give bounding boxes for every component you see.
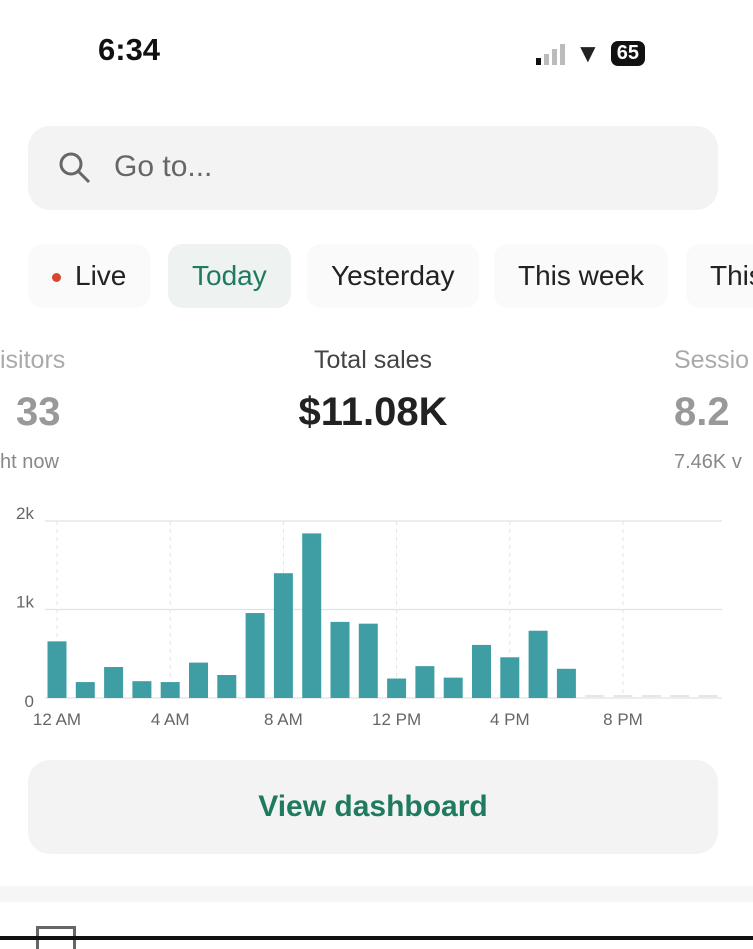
bar bbox=[245, 613, 265, 698]
view-dashboard-button[interactable]: View dashboard bbox=[28, 760, 718, 854]
metric-total-sales-label: Total sales bbox=[313, 346, 433, 374]
tab-live[interactable]: Live bbox=[28, 244, 151, 308]
status-icons: ▼ 65 bbox=[536, 38, 645, 69]
bar bbox=[415, 666, 435, 698]
bar bbox=[670, 695, 690, 697]
search-icon bbox=[59, 152, 91, 184]
y-tick-label: 1k bbox=[16, 593, 34, 612]
tab-today[interactable]: Today bbox=[168, 244, 291, 308]
bar bbox=[160, 682, 180, 698]
metric-visitors-label: isitors bbox=[0, 346, 66, 374]
bar bbox=[217, 674, 237, 698]
search-input[interactable]: Go to... bbox=[28, 126, 718, 210]
metric-total-sales-value[interactable]: $11.08K bbox=[298, 390, 448, 434]
tab-label: Live bbox=[75, 260, 127, 291]
bar bbox=[556, 668, 576, 698]
wifi-icon: ▼ bbox=[575, 38, 601, 68]
tab-yesterday[interactable]: Yesterday bbox=[307, 244, 479, 308]
metric-sessions-sub: 7.46K v bbox=[674, 451, 742, 473]
bar bbox=[387, 678, 407, 698]
metric-visitors-sub: ht now bbox=[0, 451, 59, 473]
bar bbox=[613, 695, 633, 697]
search-placeholder: Go to... bbox=[114, 150, 213, 183]
sales-chart: 0 1k 2k 12 AM 4 AM 8 AM 12 PM 4 PM 8 PM bbox=[16, 504, 722, 729]
live-dot-icon bbox=[52, 273, 61, 283]
y-tick-label: 2k bbox=[16, 504, 34, 523]
bar bbox=[443, 677, 463, 698]
metric-sessions-label: Sessio bbox=[674, 346, 750, 374]
tab-this-month[interactable]: This bbox=[686, 244, 753, 308]
x-tick-label: 4 AM bbox=[151, 710, 190, 729]
tab-this-week[interactable]: This week bbox=[494, 244, 669, 308]
bar bbox=[641, 695, 661, 697]
bar bbox=[585, 695, 605, 697]
y-tick-label: 0 bbox=[25, 692, 34, 711]
bar bbox=[273, 573, 293, 698]
bar bbox=[528, 630, 548, 698]
x-tick-label: 12 AM bbox=[33, 710, 81, 729]
bar bbox=[698, 695, 718, 697]
metric-sessions-value[interactable]: 8.2 bbox=[674, 390, 730, 434]
signal-icon bbox=[536, 43, 565, 65]
bar bbox=[132, 681, 152, 698]
status-time: 6:34 bbox=[98, 32, 161, 67]
bar bbox=[75, 682, 95, 698]
section-divider bbox=[0, 886, 753, 902]
x-tick-label: 8 PM bbox=[603, 710, 643, 729]
x-tick-label: 4 PM bbox=[490, 710, 530, 729]
bar bbox=[189, 662, 208, 698]
bar bbox=[358, 623, 378, 698]
bar bbox=[500, 657, 520, 698]
bottom-edge bbox=[0, 936, 753, 940]
bar bbox=[472, 644, 491, 698]
bar bbox=[330, 621, 350, 698]
bar bbox=[47, 641, 67, 698]
battery-icon: 65 bbox=[610, 41, 645, 66]
metric-visitors-value[interactable]: 33 bbox=[16, 390, 61, 434]
x-tick-label: 12 PM bbox=[372, 710, 421, 729]
x-tick-label: 8 AM bbox=[264, 710, 303, 729]
bar bbox=[302, 533, 322, 698]
bar bbox=[104, 667, 124, 698]
